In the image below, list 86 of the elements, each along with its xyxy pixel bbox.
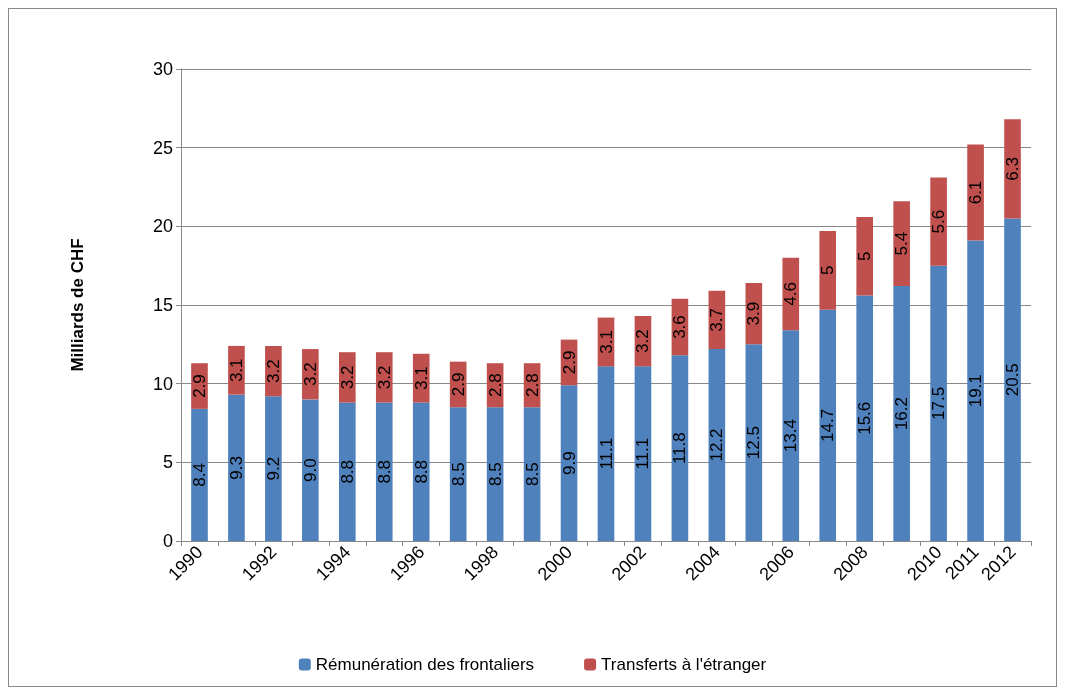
data-label: 2.9 — [559, 350, 579, 375]
data-label: 16.2 — [892, 397, 912, 431]
bar — [893, 201, 910, 287]
data-label: 8.5 — [485, 462, 505, 486]
y-tick-label: 25 — [152, 137, 173, 158]
data-label: 5 — [855, 251, 875, 261]
bar — [228, 394, 245, 541]
bar — [486, 407, 504, 541]
bar — [967, 240, 984, 541]
bar — [782, 330, 800, 541]
bar — [819, 309, 837, 541]
data-label: 12.5 — [744, 426, 764, 460]
data-label: 3.2 — [633, 329, 653, 354]
data-label: 4.6 — [781, 282, 801, 306]
data-label: 19.1 — [966, 374, 986, 408]
bar — [967, 144, 984, 241]
data-label: 5.4 — [892, 231, 912, 256]
bar — [302, 399, 319, 541]
data-label: 20.5 — [1003, 363, 1023, 397]
y-tick-label: 15 — [152, 295, 173, 315]
y-tick-label: 0 — [162, 531, 173, 551]
bar — [893, 286, 910, 541]
data-label: 9.9 — [559, 451, 579, 475]
y-tick-label: 30 — [152, 59, 173, 79]
data-label: 9.2 — [263, 456, 283, 481]
data-label: 8.8 — [337, 459, 357, 484]
bar — [708, 349, 726, 541]
bar — [338, 402, 356, 541]
data-label: 8.4 — [189, 463, 209, 487]
data-label: 3.2 — [300, 362, 320, 387]
y-tick-label: 5 — [162, 452, 173, 473]
bar — [745, 344, 763, 541]
data-label: 3.9 — [744, 301, 764, 326]
data-label: 5.6 — [929, 209, 949, 234]
bar — [560, 385, 578, 541]
data-label: 14.7 — [818, 408, 838, 442]
bar — [412, 402, 430, 541]
data-label: 3.1 — [226, 358, 246, 383]
bar — [191, 408, 208, 541]
data-label: 3.1 — [596, 330, 616, 354]
y-tick-label: 10 — [152, 373, 173, 394]
bar — [1004, 218, 1021, 541]
y-axis-title: Milliards de CHF — [68, 238, 87, 372]
bar — [523, 407, 541, 541]
y-tick-label: 20 — [152, 216, 173, 237]
data-label: 15.6 — [855, 401, 875, 435]
bar — [375, 402, 393, 541]
data-label: 11.8 — [670, 432, 690, 465]
data-label: 6.1 — [966, 180, 986, 205]
data-label: 2.9 — [189, 374, 209, 398]
data-label: 8.5 — [448, 462, 468, 486]
data-label: 3.6 — [670, 315, 690, 339]
bar — [1004, 119, 1021, 219]
bar — [856, 216, 874, 296]
data-label: 2.8 — [522, 373, 542, 398]
data-label: 9.3 — [226, 456, 246, 480]
data-label: 2.8 — [485, 373, 505, 398]
data-label: 5 — [818, 265, 838, 276]
bar — [856, 295, 874, 541]
data-label: 3.2 — [263, 359, 283, 383]
legend-label: Rémunération des frontaliers — [315, 655, 535, 674]
data-label: 3.2 — [374, 365, 394, 390]
data-label: 3.2 — [337, 365, 357, 390]
bar — [265, 396, 282, 541]
data-label: 3.1 — [411, 366, 431, 390]
bar — [671, 355, 689, 541]
data-label: 11.1 — [596, 437, 616, 470]
bar — [930, 177, 947, 266]
bar — [597, 366, 615, 541]
bar — [930, 265, 947, 541]
data-label: 8.8 — [374, 459, 394, 484]
bar — [819, 231, 837, 310]
data-label: 8.5 — [522, 462, 542, 486]
data-label: 8.8 — [411, 459, 431, 484]
data-label: 17.5 — [929, 386, 949, 420]
data-label: 12.2 — [707, 428, 727, 462]
bar — [782, 257, 800, 331]
data-label: 6.3 — [1003, 157, 1023, 181]
data-label: 2.9 — [448, 372, 468, 397]
bar — [449, 407, 467, 541]
bar — [634, 366, 652, 541]
data-label: 11.1 — [633, 437, 653, 470]
data-label: 9.0 — [300, 458, 320, 483]
data-label: 3.7 — [707, 308, 727, 332]
legend-label: Transferts à l'étranger — [601, 655, 767, 674]
data-label: 13.4 — [781, 419, 801, 453]
